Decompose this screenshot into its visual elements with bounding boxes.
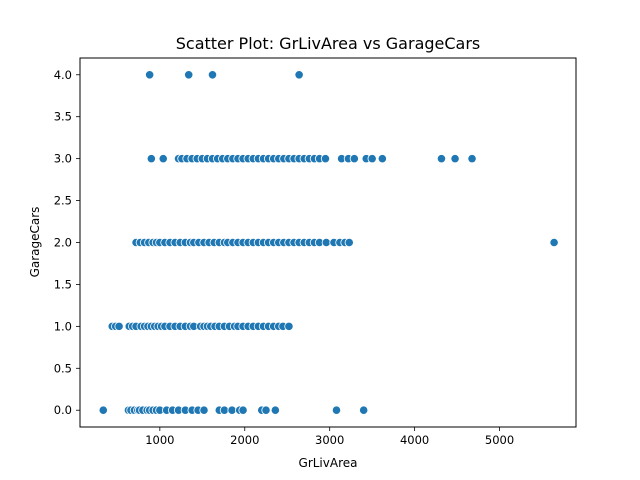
data-point bbox=[549, 237, 559, 248]
x-tick-label: 4000 bbox=[400, 433, 429, 447]
data-point bbox=[331, 405, 342, 415]
data-point bbox=[238, 405, 248, 415]
y-tick-label: 4.0 bbox=[54, 68, 72, 82]
x-tick-label: 1000 bbox=[145, 433, 174, 447]
data-point bbox=[227, 405, 237, 415]
data-point bbox=[146, 154, 156, 164]
data-point bbox=[294, 70, 304, 80]
data-point bbox=[359, 405, 369, 415]
x-tick-label: 5000 bbox=[485, 433, 514, 447]
y-tick-label: 2.0 bbox=[54, 236, 72, 250]
data-point bbox=[320, 154, 331, 164]
data-point bbox=[436, 154, 447, 164]
data-point bbox=[219, 405, 229, 415]
y-axis-label: GarageCars bbox=[28, 207, 42, 278]
x-axis-label: GrLivArea bbox=[299, 456, 358, 470]
y-tick-label: 3.0 bbox=[54, 152, 72, 166]
data-point bbox=[199, 405, 209, 415]
data-point bbox=[207, 70, 218, 80]
x-tick-label: 2000 bbox=[230, 433, 259, 447]
y-tick-label: 0.0 bbox=[54, 403, 72, 417]
data-point bbox=[114, 321, 124, 331]
data-point bbox=[98, 405, 108, 415]
data-point bbox=[184, 70, 194, 80]
chart-title: Scatter Plot: GrLivArea vs GarageCars bbox=[176, 34, 481, 53]
data-point bbox=[261, 405, 271, 415]
y-tick-label: 0.5 bbox=[54, 361, 72, 375]
data-point bbox=[158, 154, 168, 164]
data-point bbox=[377, 154, 387, 164]
data-point bbox=[450, 154, 460, 164]
data-point bbox=[344, 237, 354, 248]
data-point bbox=[349, 154, 359, 164]
y-tick-label: 3.5 bbox=[54, 110, 72, 124]
x-tick-label: 3000 bbox=[315, 433, 344, 447]
x-axis: 1000 2000 3000 4000 5000 bbox=[145, 427, 514, 447]
y-axis: 0.0 0.5 1.0 1.5 2.0 2.5 3.0 3.5 4.0 bbox=[54, 68, 80, 417]
y-tick-label: 2.5 bbox=[54, 194, 72, 208]
data-points bbox=[98, 70, 559, 415]
data-point bbox=[367, 154, 377, 164]
data-point bbox=[270, 405, 280, 415]
y-tick-label: 1.0 bbox=[54, 319, 72, 333]
y-tick-label: 1.5 bbox=[54, 277, 72, 291]
data-point bbox=[467, 154, 477, 164]
data-point bbox=[284, 321, 294, 331]
data-point bbox=[145, 70, 155, 80]
data-point bbox=[321, 237, 331, 248]
